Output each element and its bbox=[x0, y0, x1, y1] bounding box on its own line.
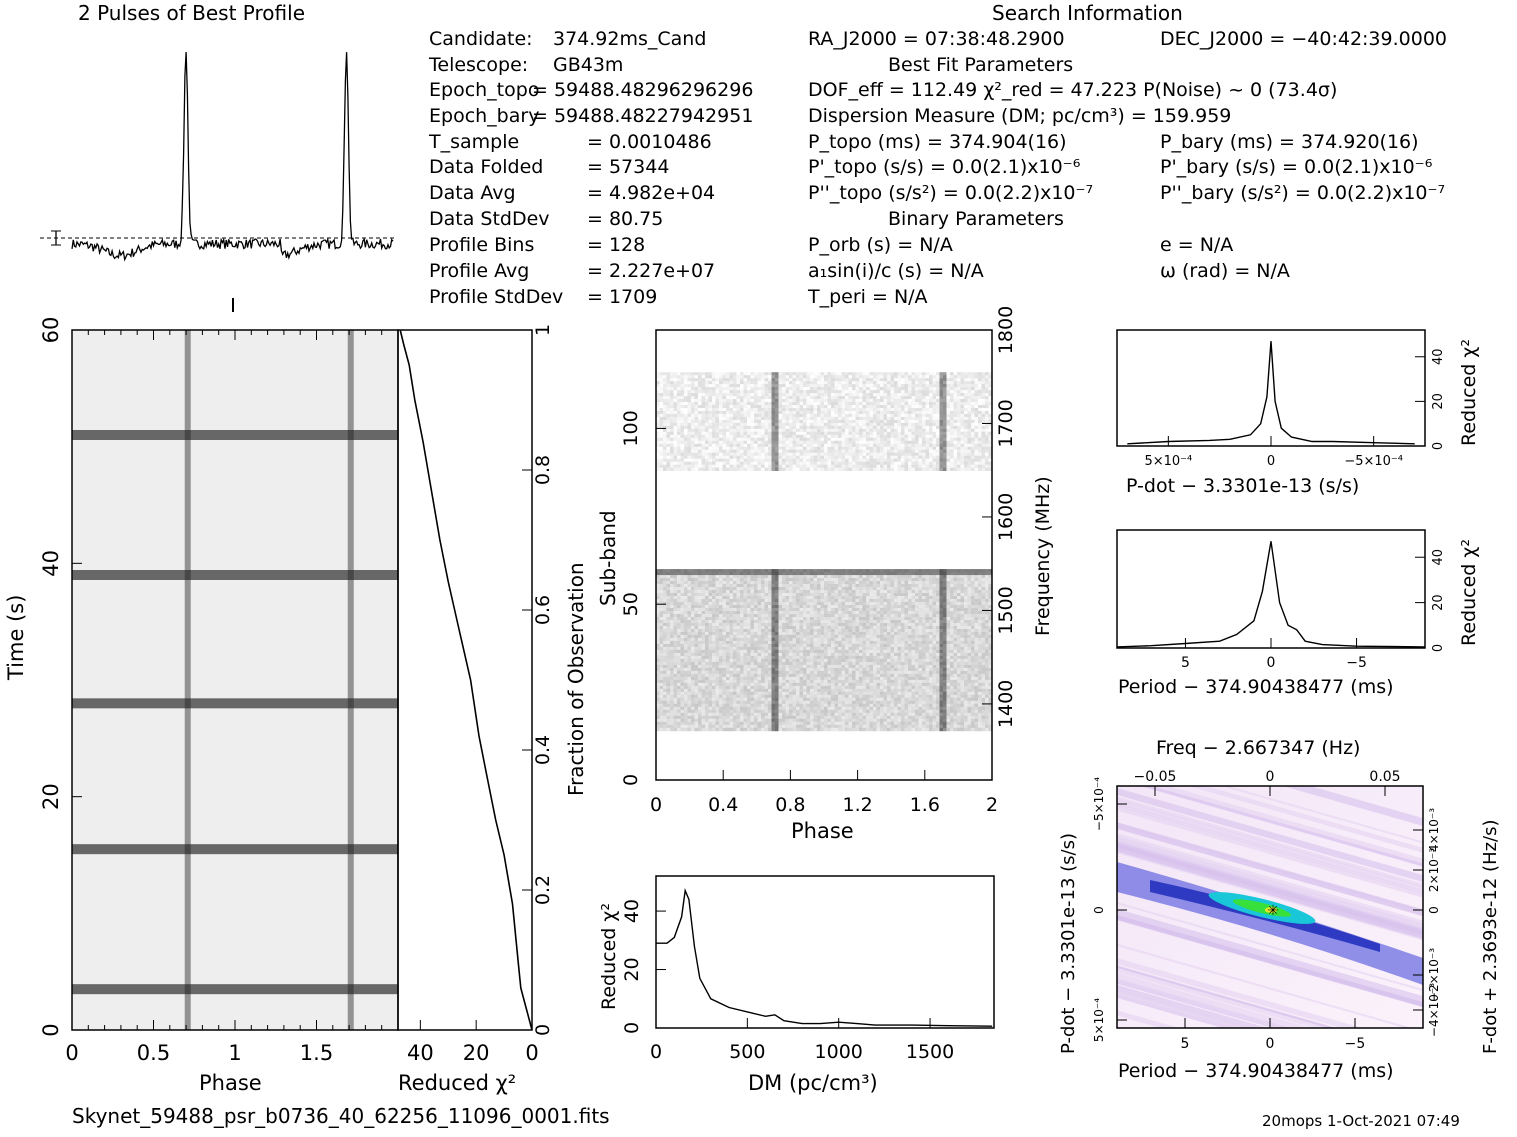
time-phase-image bbox=[72, 330, 398, 1030]
